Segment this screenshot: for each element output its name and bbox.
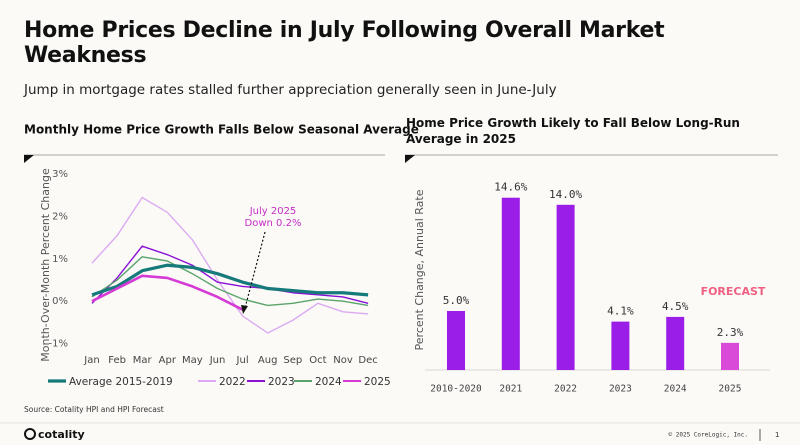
subtitle: Jump in mortgage rates stalled further a… [23,82,557,98]
x-tick-label: Feb [108,355,126,366]
title: Home Prices Decline in July Following Ov… [24,18,665,68]
series-line [91,196,369,334]
x-tick-label: Dec [358,355,377,366]
x-tick-label: Jul [236,355,249,366]
x-tick-label: 2021 [499,384,522,395]
legend-label: Average 2015-2019 [69,376,173,388]
right-title-box: Home Price Growth Likely to Fall Below L… [406,116,740,146]
x-tick-label: Nov [333,355,353,366]
source: Source: Cotality HPI and HPI Forecast [24,405,164,414]
value-label: 4.5% [662,300,689,313]
annotation: FORECAST [701,285,766,298]
page-number: 1 [775,431,779,439]
legend-label: 2022 [219,376,246,388]
title-box: Home Prices Decline in July Following Ov… [24,18,665,68]
right-chart-title: Home Price Growth Likely to Fall Below L… [406,116,740,146]
bar [666,316,685,370]
copyright: © 2025 CoreLogic, Inc. [669,432,748,439]
series-line [91,274,244,311]
x-tick-label: 2025 [719,384,742,395]
value-label: 2.3% [717,326,744,339]
x-tick-label: Jan [83,355,99,366]
series-line [91,245,369,305]
y-tick-label: 0% [52,296,68,307]
value-label: 14.0% [549,188,582,201]
logo-icon [24,428,36,440]
y-axis-label: Percent Change, Annual Rate [413,189,426,350]
value-label: 4.1% [607,305,634,318]
annotation: July 2025 [249,206,297,217]
annotation-arrow [244,231,266,309]
arrow-head [241,305,248,314]
series-line [91,256,369,307]
x-tick-label: Sep [283,355,302,366]
bar [501,197,520,370]
x-tick-label: Mar [133,355,153,366]
left-chart-title: Monthly Home Price Growth Falls Below Se… [24,123,419,137]
x-tick-label: Aug [258,355,278,366]
y-tick-label: 3% [52,169,68,180]
corner-mark [24,155,34,163]
legend-label: 2025 [364,376,391,388]
value-label: 14.6% [494,181,527,194]
x-tick-label: 2022 [554,384,577,395]
legend-label: 2023 [268,376,295,388]
value-label: 5.0% [443,294,470,307]
y-axis-label: Month-Over-Month Percent Change [39,168,52,362]
x-tick-label: 2024 [664,384,687,395]
bar [611,321,630,370]
corner-mark [405,155,415,163]
annotation: Down 0.2% [245,218,302,229]
series-line [91,263,369,297]
x-tick-label: Oct [309,355,326,366]
x-tick-label: 2010-2020 [430,384,482,395]
y-tick-label: -1% [49,339,68,350]
y-tick-label: 2% [52,212,68,223]
x-tick-label: May [182,355,203,366]
x-tick-label: Jun [209,355,226,366]
legend-label: 2024 [315,376,342,388]
logo: cotality [38,428,85,441]
bar [556,204,575,370]
x-tick-label: 2023 [609,384,632,395]
bar [721,342,739,370]
bar [447,311,465,370]
y-tick-label: 1% [52,254,68,265]
x-tick-label: Apr [159,355,177,366]
